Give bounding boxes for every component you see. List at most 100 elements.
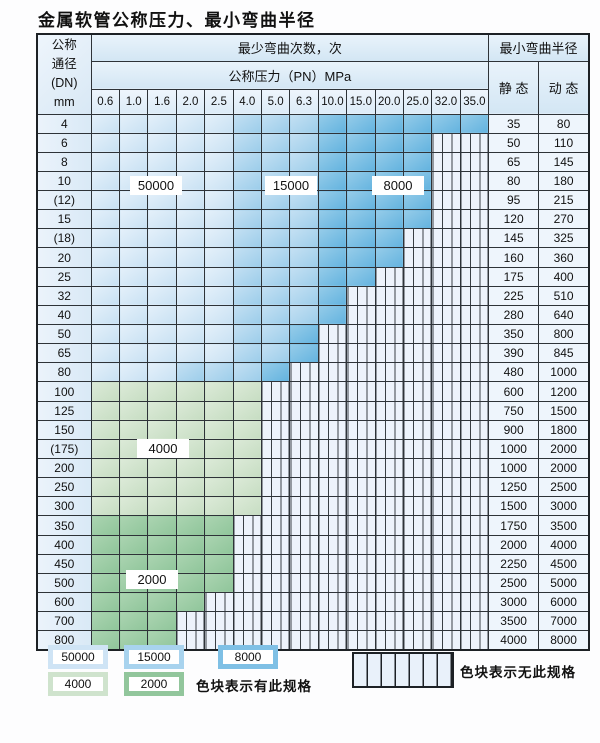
no-spec-cell [317, 477, 348, 498]
dn-cell: 15 [36, 209, 92, 230]
no-spec-cell [402, 324, 433, 345]
spec-cell-4000 [204, 477, 234, 498]
spec-cell-50000 [90, 362, 121, 383]
spec-cell-50000 [118, 228, 149, 249]
table-row: 800 4000 8000 [36, 630, 590, 651]
spec-cell-15000 [289, 247, 319, 268]
static-header: 静 态 [488, 60, 540, 115]
no-spec-cell [374, 477, 404, 498]
static-value-cell: 145 [488, 228, 540, 249]
pressure-value-header: 6.3 [289, 88, 319, 115]
spec-cell-8000 [346, 113, 376, 134]
spec-cell-15000 [260, 343, 291, 364]
dynamic-value-cell: 215 [538, 190, 590, 211]
dn-cell: (12) [36, 190, 92, 211]
no-spec-cell [289, 458, 319, 479]
spec-cell-15000 [289, 228, 319, 249]
spec-cell-50000 [204, 151, 234, 172]
dn-cell: 10 [36, 170, 92, 192]
spec-cell-50000 [90, 324, 121, 345]
no-spec-cell [346, 515, 376, 536]
dynamic-value-cell: 1200 [538, 381, 590, 402]
no-spec-cell [317, 592, 348, 613]
spec-cell-4000 [147, 419, 177, 440]
no-spec-cell [289, 572, 319, 594]
spec-cell-50000 [147, 190, 177, 211]
static-value-cell: 120 [488, 209, 540, 230]
spec-cell-15000 [232, 113, 262, 134]
dynamic-value-cell: 6000 [538, 592, 590, 613]
no-spec-cell [431, 419, 461, 440]
no-spec-cell [402, 266, 433, 287]
spec-cell-15000 [232, 190, 262, 211]
no-spec-cell [374, 458, 404, 479]
spec-cell-50000 [147, 151, 177, 172]
no-spec-cell [374, 572, 404, 594]
pressure-value-header: 10.0 [317, 88, 348, 115]
no-spec-cell [459, 304, 490, 326]
legend-has-spec-text: 色块表示有此规格 [196, 679, 312, 694]
no-spec-cell [459, 477, 490, 498]
no-spec-cell [431, 304, 461, 326]
no-spec-cell [346, 419, 376, 440]
spec-cell-50000 [204, 132, 234, 153]
spec-cell-15000 [289, 266, 319, 287]
dn-cell: 4 [36, 113, 92, 134]
table-row: 600 3000 6000 [36, 592, 590, 613]
region-label-8000: 8000 [372, 176, 424, 195]
dn-cell: 125 [36, 400, 92, 421]
no-spec-cell [402, 592, 433, 613]
pressure-value-header: 0.6 [90, 88, 121, 115]
dn-cell: 65 [36, 343, 92, 364]
no-spec-cell [402, 534, 433, 555]
spec-cell-8000 [346, 170, 376, 192]
spec-cell-50000 [118, 247, 149, 268]
table-row: 250 1250 2500 [36, 477, 590, 498]
spec-cell-50000 [90, 132, 121, 153]
dynamic-value-cell: 2000 [538, 438, 590, 460]
no-spec-cell [459, 266, 490, 287]
spec-cell-4000 [175, 496, 206, 517]
static-value-cell: 4000 [488, 630, 540, 651]
spec-cell-15000 [260, 324, 291, 345]
no-spec-cell [374, 515, 404, 536]
spec-cell-15000 [260, 113, 291, 134]
dn-column-header: 公称 通径 (DN) mm [36, 33, 92, 115]
dn-cell: 200 [36, 458, 92, 479]
spec-cell-50000 [90, 343, 121, 364]
no-spec-cell [346, 553, 376, 574]
pressure-value-header: 2.5 [204, 88, 234, 115]
spec-cell-15000 [289, 209, 319, 230]
no-spec-cell [402, 304, 433, 326]
dn-header-line: 通径 [51, 57, 77, 72]
legend-swatch-50000: 50000 [48, 645, 108, 669]
spec-cell-50000 [118, 304, 149, 326]
no-spec-cell [317, 572, 348, 594]
spec-cell-4000 [118, 381, 149, 402]
spec-cell-50000 [147, 228, 177, 249]
dn-cell: 450 [36, 553, 92, 574]
no-spec-cell [289, 362, 319, 383]
no-spec-cell [289, 419, 319, 440]
spec-cell-8000 [374, 113, 404, 134]
no-spec-cell [431, 553, 461, 574]
spec-cell-4000 [204, 458, 234, 479]
no-spec-cell [402, 496, 433, 517]
spec-cell-4000 [232, 438, 262, 460]
no-spec-cell [431, 324, 461, 345]
spec-cell-15000 [260, 228, 291, 249]
no-spec-cell [289, 477, 319, 498]
no-spec-cell [402, 362, 433, 383]
no-spec-cell [204, 611, 234, 632]
no-spec-cell [402, 553, 433, 574]
static-value-cell: 80 [488, 170, 540, 192]
legend-swatch-8000: 8000 [218, 645, 278, 669]
dynamic-value-cell: 180 [538, 170, 590, 192]
no-spec-cell [431, 496, 461, 517]
table-row: 450 2250 4500 [36, 553, 590, 574]
no-spec-cell [374, 496, 404, 517]
static-value-cell: 1250 [488, 477, 540, 498]
no-spec-cell [459, 362, 490, 383]
spec-cell-2000 [204, 534, 234, 555]
spec-cell-15000 [232, 304, 262, 326]
